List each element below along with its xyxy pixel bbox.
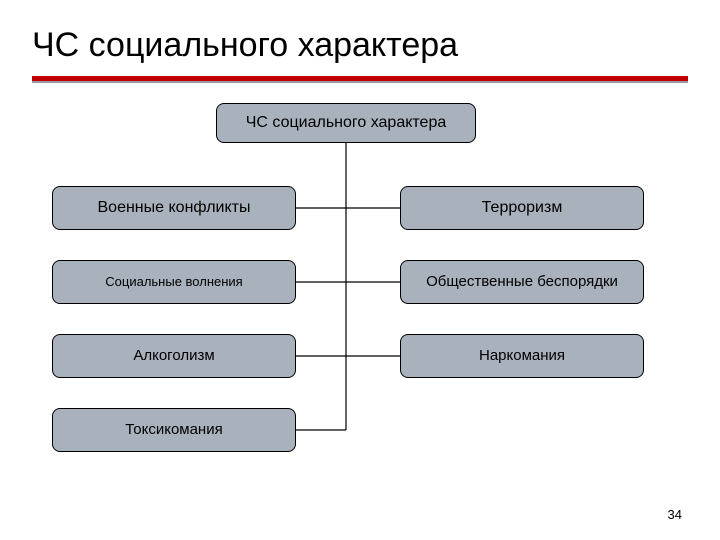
- node-terror: Терроризм: [400, 186, 644, 230]
- node-drugs: Наркомания: [400, 334, 644, 378]
- node-root: ЧС социального характера: [216, 103, 476, 143]
- slide-title: ЧС социального характера: [32, 26, 458, 65]
- node-alcohol: Алкоголизм: [52, 334, 296, 378]
- title-rule-shadow: [32, 81, 688, 83]
- node-unrest: Социальные волнения: [52, 260, 296, 304]
- node-riots: Общественные беспорядки: [400, 260, 644, 304]
- node-military: Военные конфликты: [52, 186, 296, 230]
- node-tox: Токсикомания: [52, 408, 296, 452]
- page-number: 34: [668, 507, 682, 522]
